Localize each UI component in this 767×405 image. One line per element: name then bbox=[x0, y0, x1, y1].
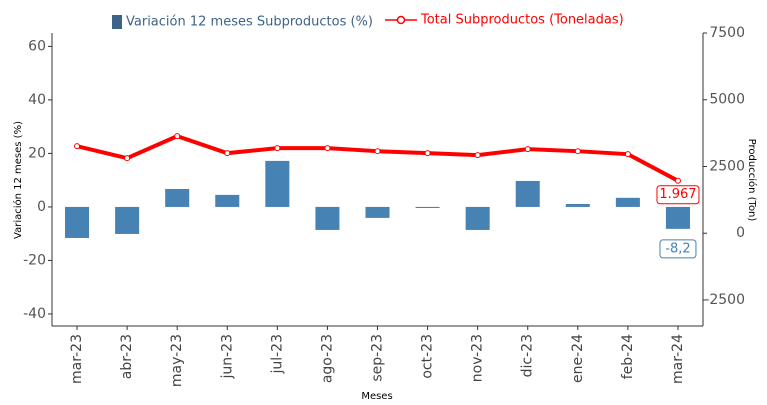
y2-tick-label: 7500 bbox=[709, 25, 745, 41]
point bbox=[174, 133, 181, 140]
bar bbox=[265, 160, 290, 207]
point bbox=[474, 152, 481, 159]
bar bbox=[515, 180, 540, 207]
y-tick-label: 60 bbox=[28, 38, 46, 54]
y2-tick-label: 5000 bbox=[709, 92, 745, 108]
bar bbox=[315, 206, 340, 230]
bar bbox=[615, 197, 640, 207]
y2-tick-label: 2500 bbox=[709, 158, 745, 174]
y2-tick-label: 0 bbox=[736, 225, 745, 241]
legend-label: Total Subproductos (Toneladas) bbox=[420, 13, 624, 28]
bar bbox=[215, 194, 240, 207]
bar bbox=[365, 206, 390, 218]
value-label-box bbox=[656, 185, 700, 205]
point bbox=[374, 148, 381, 155]
point bbox=[74, 143, 81, 150]
point bbox=[224, 150, 231, 157]
y-tick-label: 0 bbox=[37, 199, 46, 215]
bar bbox=[115, 206, 140, 234]
line bbox=[76, 134, 679, 183]
value-label-box bbox=[659, 239, 697, 259]
y2-tick-label: -2500 bbox=[704, 292, 745, 308]
x-tick-label: may-23 bbox=[169, 334, 185, 387]
x-tick-label: feb-24 bbox=[620, 334, 636, 379]
y-tick-label: 40 bbox=[28, 92, 46, 108]
x-tick-label: abr-23 bbox=[119, 334, 135, 379]
bar bbox=[415, 206, 440, 208]
x-axis-label: Meses bbox=[361, 391, 392, 401]
x-tick-label: jul-23 bbox=[269, 334, 285, 375]
point bbox=[574, 148, 581, 155]
value-label: -8,2 bbox=[665, 241, 690, 256]
point bbox=[124, 155, 131, 162]
x-tick-label: jun-23 bbox=[219, 334, 235, 380]
legend-label: Variación 12 meses Subproductos (%) bbox=[126, 15, 373, 30]
point bbox=[674, 177, 681, 184]
point bbox=[624, 151, 631, 158]
value-label: 1.967 bbox=[659, 187, 696, 202]
point bbox=[274, 145, 281, 152]
point bbox=[524, 146, 531, 153]
y2-axis-label: Producción (Ton) bbox=[746, 139, 758, 222]
y-tick-label: 20 bbox=[28, 145, 46, 161]
x-tick-label: dic-23 bbox=[520, 334, 536, 377]
bar bbox=[165, 188, 190, 207]
x-tick-label: ene-24 bbox=[570, 334, 586, 383]
x-tick-label: oct-23 bbox=[420, 334, 436, 379]
bar bbox=[465, 206, 490, 230]
x-tick-label: mar-24 bbox=[670, 334, 686, 384]
y-tick-label: -40 bbox=[23, 306, 46, 322]
point bbox=[324, 145, 331, 152]
legend-marker bbox=[396, 15, 406, 25]
bar bbox=[665, 206, 690, 229]
bar bbox=[65, 206, 90, 238]
x-tick-label: nov-23 bbox=[470, 334, 486, 382]
x-tick-label: sep-23 bbox=[370, 334, 386, 382]
x-tick-label: ago-23 bbox=[319, 334, 335, 383]
point bbox=[424, 150, 431, 157]
y-tick-label: -20 bbox=[23, 252, 46, 268]
x-tick-label: mar-23 bbox=[69, 334, 85, 384]
y-axis-label: Variación 12 meses (%) bbox=[12, 121, 24, 239]
bar bbox=[565, 203, 590, 207]
legend-swatch bbox=[112, 15, 122, 29]
